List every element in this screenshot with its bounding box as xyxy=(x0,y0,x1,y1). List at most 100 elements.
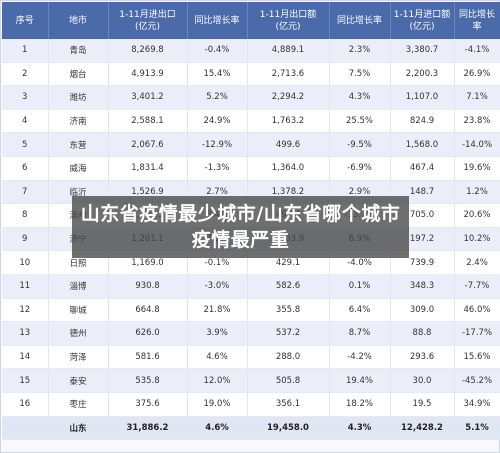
table-cell: 664.8 xyxy=(108,298,188,323)
table-cell: 7 xyxy=(2,180,49,205)
table-cell: 9 xyxy=(2,227,49,252)
table-cell: -4.1% xyxy=(454,39,500,63)
column-header: 1-11月出口额 (亿元) xyxy=(247,2,330,39)
table-cell: 26.9% xyxy=(454,62,500,87)
table-row: 2 烟台 4,913.9 15.4% 2,713.6 7.5% 2,200.3 26.9% xyxy=(2,62,500,87)
table-cell: 5.2% xyxy=(187,85,248,110)
table-cell: 1,107.0 xyxy=(390,85,455,110)
table-cell: 930.8 xyxy=(108,274,188,299)
table-cell: 聊城 xyxy=(48,298,109,323)
table-cell: 青岛 xyxy=(48,39,109,63)
column-header: 同比增长率 xyxy=(187,2,248,39)
table-cell: 499.6 xyxy=(247,132,330,157)
table-cell: -3.0% xyxy=(187,274,248,299)
table-cell: 1,568.0 xyxy=(390,132,455,157)
table-cell: 烟台 xyxy=(48,62,109,87)
table-cell: 46.0% xyxy=(454,298,500,323)
table-cell: 288.0 xyxy=(247,345,330,370)
table-cell: 8,269.8 xyxy=(108,39,188,63)
table-cell: 0.1% xyxy=(329,274,391,299)
table-cell: 淄博 xyxy=(48,274,109,299)
table-cell: 12.0% xyxy=(187,368,248,393)
table-cell: 2,588.1 xyxy=(108,109,188,134)
column-header: 1-11月进口额 (亿元) xyxy=(390,2,455,39)
table-cell: 3 xyxy=(2,85,49,110)
table-cell: 13 xyxy=(2,321,49,346)
table-cell: 泰安 xyxy=(48,368,109,393)
table-cell: 1.2% xyxy=(454,180,500,205)
table-cell: 潍坊 xyxy=(48,85,109,110)
table-cell: 10 xyxy=(2,250,49,275)
total-cell: 4.3% xyxy=(329,416,391,441)
table-cell: 19.4% xyxy=(329,368,391,393)
table-cell: 20.6% xyxy=(454,203,500,228)
table-row: 4 济南 2,588.1 24.9% 1,763.2 25.5% 824.9 23.8% xyxy=(2,109,500,134)
table-cell: 15 xyxy=(2,368,49,393)
table-cell: -17.7% xyxy=(454,321,500,346)
table-cell: 348.3 xyxy=(390,274,455,299)
table-cell: 8.7% xyxy=(329,321,391,346)
table-row: 16 枣庄 375.6 19.0% 356.1 18.2% 19.5 34.9% xyxy=(2,392,500,417)
table-cell: 535.8 xyxy=(108,368,188,393)
table-cell: 4,913.9 xyxy=(108,62,188,87)
table-row: 11 淄博 930.8 -3.0% 582.6 0.1% 348.3 -7.7% xyxy=(2,274,500,299)
table-row: 14 菏泽 581.6 4.6% 288.0 -4.2% 293.6 15.6% xyxy=(2,345,500,370)
table-row: 12 聊城 664.8 21.8% 355.8 6.4% 309.0 46.0% xyxy=(2,298,500,323)
table-row: 3 潍坊 3,401.2 5.2% 2,294.2 4.3% 1,107.0 7.1% xyxy=(2,85,500,110)
table-cell: 19.5 xyxy=(390,392,455,417)
table-row: 15 泰安 535.8 12.0% 505.8 19.4% 30.0 -45.2% xyxy=(2,368,500,393)
table-cell: 21.8% xyxy=(187,298,248,323)
table-cell: 537.2 xyxy=(247,321,330,346)
table-cell: 581.6 xyxy=(108,345,188,370)
table-cell: 30.0 xyxy=(390,368,455,393)
table-cell: 10.2% xyxy=(454,227,500,252)
table-cell: 467.4 xyxy=(390,156,455,181)
table-cell: 东营 xyxy=(48,132,109,157)
table-cell: -6.9% xyxy=(329,156,391,181)
column-header: 同比增长率 xyxy=(329,2,391,39)
table-cell: -14.0% xyxy=(454,132,500,157)
total-row: 山东 31,886.2 4.6% 19,458.0 4.3% 12,428.2 5.1% xyxy=(2,416,500,441)
table-cell: 3,380.7 xyxy=(390,39,455,63)
table-cell: 24.9% xyxy=(187,109,248,134)
column-header: 序号 xyxy=(2,2,49,39)
table-cell: 15.6% xyxy=(454,345,500,370)
table-cell: 8 xyxy=(2,203,49,228)
table-row: 13 德州 626.0 3.9% 537.2 8.7% 88.8 -17.7% xyxy=(2,321,500,346)
table-cell: 4,889.1 xyxy=(247,39,330,63)
table-cell: 15.4% xyxy=(187,62,248,87)
table-cell: 88.8 xyxy=(390,321,455,346)
total-cell xyxy=(2,416,49,441)
table-cell: 11 xyxy=(2,274,49,299)
table-cell: -12.9% xyxy=(187,132,248,157)
table-cell: 威海 xyxy=(48,156,109,181)
table-cell: 12 xyxy=(2,298,49,323)
table-cell: 7.5% xyxy=(329,62,391,87)
table-cell: 16 xyxy=(2,392,49,417)
table-cell: 6 xyxy=(2,156,49,181)
table-cell: 6.4% xyxy=(329,298,391,323)
total-cell: 12,428.2 xyxy=(390,416,455,441)
table-cell: 4.3% xyxy=(329,85,391,110)
table-cell: 309.0 xyxy=(390,298,455,323)
table-cell: 626.0 xyxy=(108,321,188,346)
column-header: 同比增长率 xyxy=(454,2,500,39)
table-cell: 355.8 xyxy=(247,298,330,323)
table-cell: 25.5% xyxy=(329,109,391,134)
table-cell: 23.8% xyxy=(454,109,500,134)
table-cell: 375.6 xyxy=(108,392,188,417)
overlay-title: 山东省疫情最少城市/山东省哪个城市疫情最严重 xyxy=(72,196,409,258)
total-cell: 5.1% xyxy=(454,416,500,441)
table-cell: 7.1% xyxy=(454,85,500,110)
table-cell: 582.6 xyxy=(247,274,330,299)
table-cell: 2.4% xyxy=(454,250,500,275)
table-cell: 19.6% xyxy=(454,156,500,181)
header-row: 序号 地市 1-11月进出口 (亿元) 同比增长率 1-11月出口额 (亿元) 同比增长率 1-… xyxy=(2,2,500,39)
table-cell: 293.6 xyxy=(390,345,455,370)
table-cell: 2,294.2 xyxy=(247,85,330,110)
table-cell: 18.2% xyxy=(329,392,391,417)
table-cell: -0.4% xyxy=(187,39,248,63)
table-cell: -4.2% xyxy=(329,345,391,370)
total-cell: 31,886.2 xyxy=(108,416,188,441)
table-row: 6 威海 1,831.4 -1.3% 1,364.0 -6.9% 467.4 19.6% xyxy=(2,156,500,181)
